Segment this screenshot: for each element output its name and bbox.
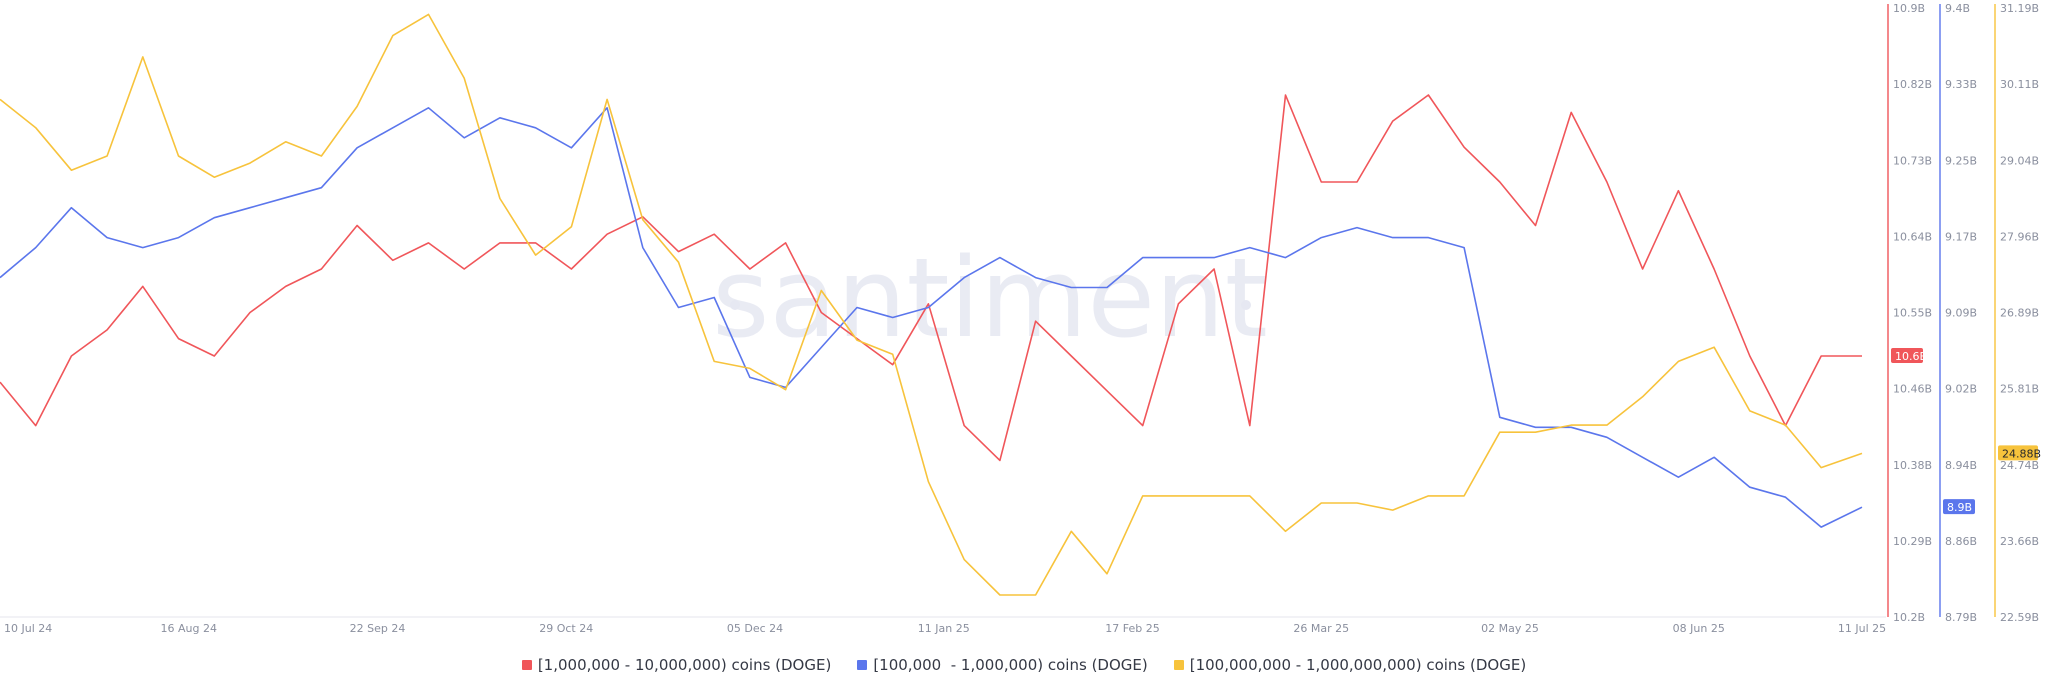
y-tick-blue: 8.79B xyxy=(1945,611,1977,624)
last-value-label-red: 10.6B xyxy=(1895,350,1927,363)
y-tick-blue: 9.25B xyxy=(1945,154,1977,167)
y-tick-blue: 9.17B xyxy=(1945,230,1977,243)
y-tick-blue: 9.33B xyxy=(1945,78,1977,91)
series-line-blue xyxy=(0,107,1863,528)
x-tick-label: 08 Jun 25 xyxy=(1673,622,1725,635)
x-tick-label: 02 May 25 xyxy=(1481,622,1539,635)
y-tick-yellow: 27.96B xyxy=(2000,230,2039,243)
x-tick-label: 17 Feb 25 xyxy=(1105,622,1159,635)
x-tick-label: 11 Jul 25 xyxy=(1838,622,1886,635)
y-tick-blue: 8.94B xyxy=(1945,459,1977,472)
y-tick-red: 10.9B xyxy=(1893,2,1925,15)
legend-label-red: [1,000,000 - 10,000,000) coins (DOGE) xyxy=(537,656,832,674)
y-tick-yellow: 26.89B xyxy=(2000,307,2039,320)
last-value-badge-red xyxy=(1891,348,1923,363)
y-tick-blue: 9.09B xyxy=(1945,307,1977,320)
series-line-yellow xyxy=(0,13,1863,596)
y-tick-yellow: 22.59B xyxy=(2000,611,2039,624)
x-tick-label: 10 Jul 24 xyxy=(4,622,52,635)
y-tick-red: 10.29B xyxy=(1893,535,1932,548)
x-axis: 10 Jul 24 16 Aug 24 22 Sep 24 29 Oct 24 05 D… xyxy=(4,622,1886,635)
x-tick-label: 05 Dec 24 xyxy=(727,622,783,635)
x-tick-label: 16 Aug 24 xyxy=(161,622,217,635)
y-tick-red: 10.64B xyxy=(1893,230,1932,243)
y-tick-red: 10.46B xyxy=(1893,383,1932,396)
last-value-label-yellow: 24.88B xyxy=(2002,447,2041,460)
y-tick-blue: 8.86B xyxy=(1945,535,1977,548)
y-tick-yellow: 23.66B xyxy=(2000,535,2039,548)
y-tick-red: 10.82B xyxy=(1893,78,1932,91)
last-value-badge-yellow xyxy=(1998,445,2038,461)
y-tick-blue: 9.02B xyxy=(1945,383,1977,396)
y-tick-red: 10.73B xyxy=(1893,154,1932,167)
y-tick-red: 10.38B xyxy=(1893,459,1932,472)
series-layer xyxy=(0,13,1863,596)
legend-swatch-red xyxy=(521,660,532,670)
watermark-dot-right xyxy=(1241,300,1251,310)
y-tick-red: 10.2B xyxy=(1893,611,1925,624)
legend-swatch-yellow xyxy=(1173,660,1184,670)
y-tick-yellow: 24.74B xyxy=(2000,459,2039,472)
x-tick-label: 29 Oct 24 xyxy=(539,622,593,635)
watermark: santiment xyxy=(712,234,1268,362)
x-tick-label: 22 Sep 24 xyxy=(350,622,406,635)
x-tick-label: 11 Jan 25 xyxy=(918,622,970,635)
legend-label-yellow: [100,000,000 - 1,000,000,000) coins (DOG… xyxy=(1189,656,1527,674)
legend-swatch-blue xyxy=(857,660,868,670)
legend-label-blue: [100,000 - 1,000,000) coins (DOGE) xyxy=(873,656,1148,674)
legend: [1,000,000 - 10,000,000) coins (DOGE) [1… xyxy=(0,656,2048,674)
axes-layer: 10.9B 10.82B 10.73B 10.64B 10.55B 10.46B 10.38… xyxy=(1887,2,2041,624)
series-line-red xyxy=(0,94,1862,462)
x-tick-label: 26 Mar 25 xyxy=(1293,622,1349,635)
last-value-badge-blue xyxy=(1943,499,1975,515)
chart: santiment 10.9B10.82B10.73B10.64B10.55B1… xyxy=(0,2,2041,635)
legend-item-yellow[interactable]: [100,000,000 - 1,000,000,000) coins (DOG… xyxy=(1173,656,1527,674)
y-tick-yellow: 25.81B xyxy=(2000,383,2039,396)
y-tick-yellow: 30.11B xyxy=(2000,78,2039,91)
y-tick-yellow: 29.04B xyxy=(2000,154,2039,167)
y-tick-blue: 9.4B xyxy=(1945,2,1970,15)
legend-item-red[interactable]: [1,000,000 - 10,000,000) coins (DOGE) xyxy=(521,656,832,674)
watermark-dot-left xyxy=(730,300,740,310)
y-tick-red: 10.55B xyxy=(1893,307,1932,320)
y-tick-yellow: 31.19B xyxy=(2000,2,2039,15)
last-value-label-blue: 8.9B xyxy=(1947,501,1972,514)
legend-item-blue[interactable]: [100,000 - 1,000,000) coins (DOGE) xyxy=(857,656,1148,674)
